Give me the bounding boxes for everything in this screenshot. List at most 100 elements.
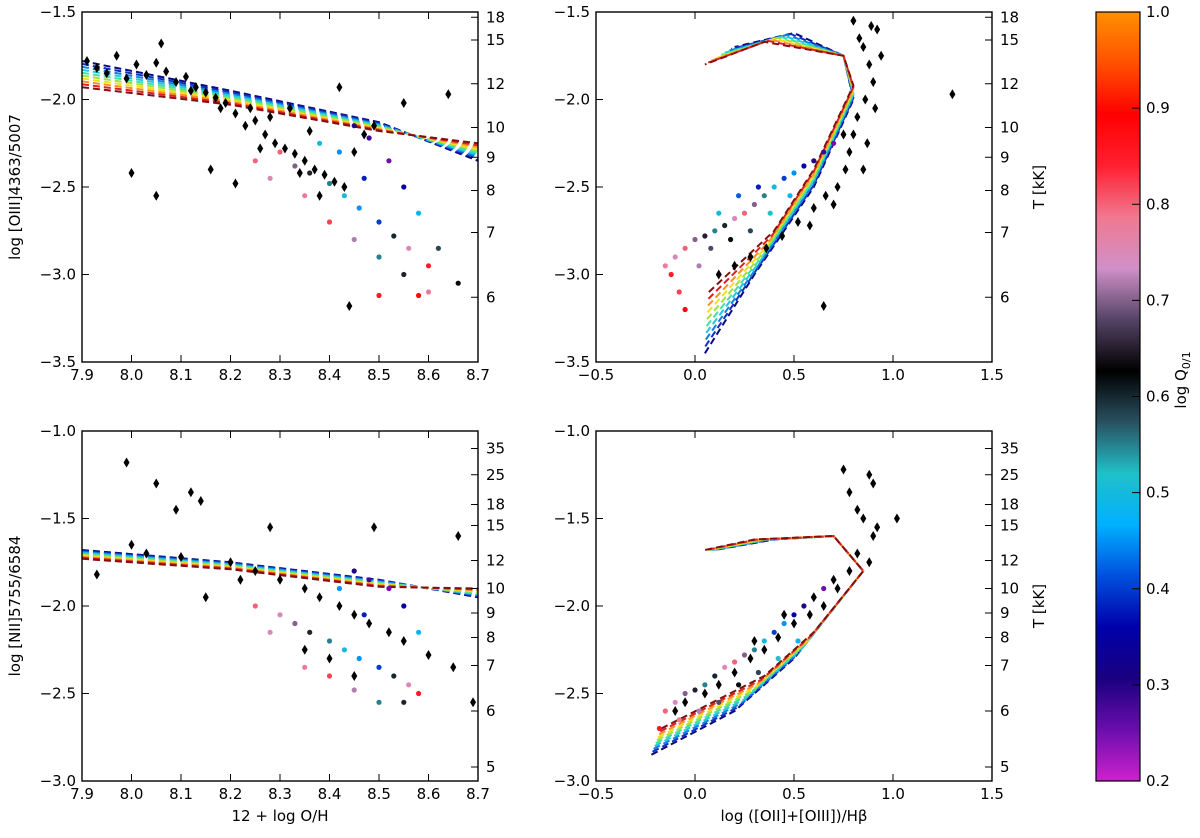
colorbar-title-subscript: 0/1: [1180, 351, 1193, 369]
observed-diamond: [123, 457, 130, 468]
observed-diamond: [868, 21, 875, 31]
x-tick-label: 8.4: [318, 366, 342, 384]
right-tick-label: 15: [1000, 517, 1019, 535]
x-axis-title: log ([OII]+[OIII])/Hβ: [721, 807, 868, 825]
observed-diamond: [854, 548, 861, 559]
observed-diamond: [779, 231, 786, 241]
observed-diamond: [870, 531, 877, 541]
right-tick-label: 8: [486, 182, 496, 200]
model-track-8: [82, 83, 478, 147]
observed-diamond: [810, 592, 817, 603]
observed-diamond: [830, 199, 837, 210]
model-dot: [307, 629, 313, 635]
model-dot: [336, 149, 342, 155]
model-dot: [376, 219, 382, 225]
observed-diamond: [133, 59, 140, 70]
observed-diamond: [820, 601, 827, 611]
observed-diamond: [874, 24, 881, 35]
colorbar-title-main: log Q: [1172, 369, 1190, 408]
model-track-5: [82, 74, 478, 152]
observed-diamond: [163, 66, 170, 77]
model-dot: [795, 638, 801, 644]
observed-diamond: [854, 504, 861, 515]
model-dot: [821, 149, 827, 155]
observed-diamond: [870, 478, 877, 489]
observed-diamond: [267, 112, 274, 122]
model-track-9: [82, 557, 478, 590]
model-dot: [386, 158, 392, 164]
axes-frame: [595, 430, 993, 782]
right-axis-title: T [kK]: [1030, 584, 1048, 629]
model-dot: [406, 682, 412, 688]
right-tick-label: 9: [486, 604, 496, 622]
right-tick-label: 15: [486, 517, 505, 535]
model-dot: [302, 193, 308, 199]
observed-diamond: [470, 697, 477, 708]
model-track-5: [706, 36, 855, 320]
observed-diamond: [272, 138, 279, 149]
data-layer: [82, 457, 478, 708]
observed-diamond: [810, 203, 817, 213]
model-track-6: [706, 37, 855, 314]
x-tick-label: 8.6: [417, 366, 441, 384]
observed-diamond: [862, 94, 869, 105]
observed-diamond: [781, 609, 788, 620]
observed-diamond: [870, 77, 877, 87]
y-tick-label: −2.5: [40, 685, 76, 703]
model-dot: [736, 193, 742, 199]
observed-diamond: [336, 82, 343, 93]
model-dot: [351, 568, 357, 574]
model-track-9: [82, 86, 478, 145]
observed-diamond: [840, 129, 847, 140]
model-dot: [702, 682, 708, 688]
model-dot: [722, 222, 728, 229]
observed-diamond: [856, 33, 863, 44]
observed-diamond: [761, 644, 768, 655]
model-dot: [775, 655, 781, 662]
colorbar-tick-label: 0.5: [1146, 484, 1170, 502]
right-tick-label: 6: [1000, 702, 1010, 720]
observed-diamond: [257, 143, 264, 154]
right-tick-label: 18: [486, 8, 505, 26]
model-track-8: [707, 39, 855, 300]
observed-diamond: [202, 592, 209, 603]
right-tick-label: 12: [1000, 552, 1019, 570]
observed-diamond: [197, 496, 204, 506]
x-tick-label: 0.0: [683, 366, 707, 384]
model-dot: [406, 245, 412, 251]
colorbar-tick-label: 0.8: [1146, 195, 1170, 213]
model-dot: [736, 682, 742, 688]
y-tick-label: −3.5: [554, 353, 590, 371]
model-dot: [761, 193, 767, 199]
model-dot: [401, 184, 407, 190]
axes-frame: [81, 11, 479, 363]
model-dot: [351, 236, 357, 243]
x-tick-label: 8.2: [219, 785, 243, 803]
y-tick-label: −3.0: [554, 266, 590, 284]
y-tick-label: −3.0: [40, 266, 76, 284]
observed-diamond: [455, 531, 462, 541]
y-tick-label: −1.0: [554, 422, 590, 440]
x-tick-label: 1.5: [980, 785, 1004, 803]
colorbar-tick-label: 0.2: [1146, 772, 1170, 790]
model-dot: [668, 271, 674, 278]
observed-diamond: [361, 129, 368, 140]
observed-diamond: [866, 59, 873, 70]
colorbar-tick-label: 0.6: [1146, 388, 1170, 406]
observed-diamond: [93, 63, 100, 73]
observed-diamond: [123, 73, 130, 84]
model-dot: [672, 699, 678, 705]
model-track-4: [705, 35, 855, 327]
right-tick-label: 25: [1000, 466, 1019, 484]
observed-diamond: [321, 169, 328, 180]
right-tick-label: 12: [486, 552, 505, 570]
model-dot: [821, 585, 827, 592]
observed-diamond: [207, 164, 214, 175]
right-tick-label: 8: [1000, 182, 1010, 200]
observed-diamond: [232, 178, 239, 189]
model-track-5: [656, 534, 865, 742]
model-dot: [751, 201, 758, 208]
right-tick-label: 10: [1000, 119, 1019, 137]
observed-diamond: [860, 42, 867, 52]
model-dot: [728, 236, 734, 243]
